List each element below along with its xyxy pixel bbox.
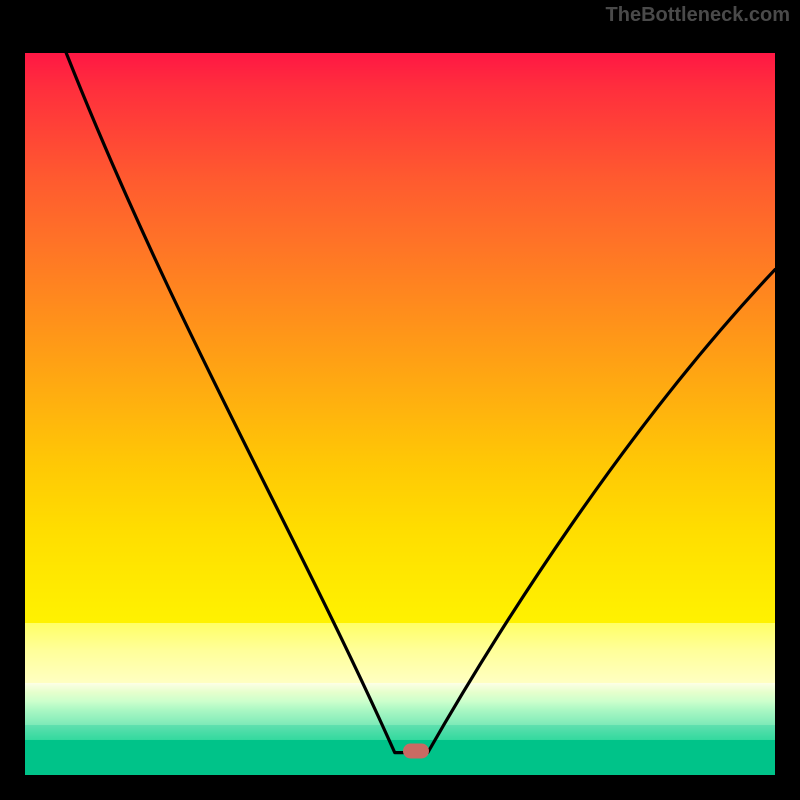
watermark-text: TheBottleneck.com xyxy=(606,4,790,27)
gradient-strip xyxy=(25,683,775,725)
frame-border-left xyxy=(0,28,25,800)
frame-border-right xyxy=(775,28,800,800)
frame-border-bottom xyxy=(0,775,800,800)
gradient-strip xyxy=(25,725,775,739)
plot-area xyxy=(25,53,775,775)
frame-border-top xyxy=(0,28,800,53)
chart-container: TheBottleneck.com xyxy=(0,0,800,800)
gradient-strip xyxy=(25,740,775,775)
gradient-strip xyxy=(25,53,775,623)
optimal-point-marker xyxy=(403,744,429,759)
gradient-strip xyxy=(25,623,775,683)
